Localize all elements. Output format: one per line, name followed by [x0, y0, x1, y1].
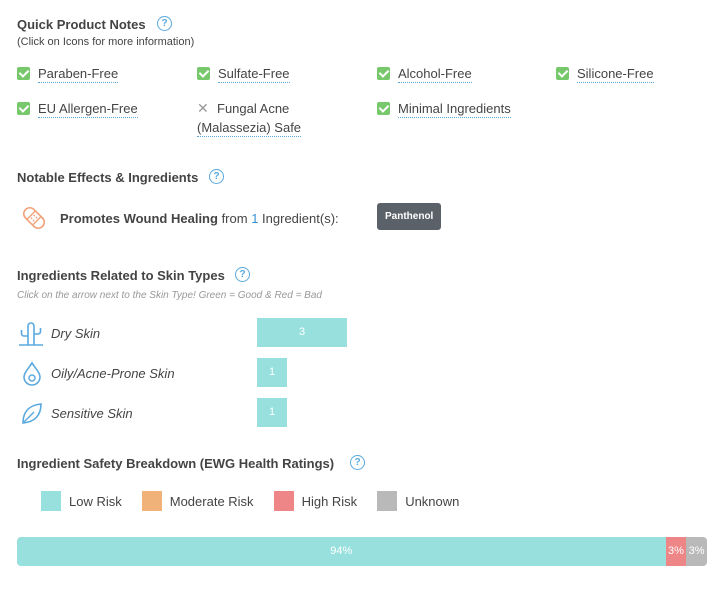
skin-types-help-icon[interactable]: ? [235, 267, 250, 282]
skin-types-title: Ingredients Related to Skin Types [17, 268, 225, 283]
note-silicone-free[interactable]: Silicone-Free [556, 66, 654, 83]
skin-label-sensitive[interactable]: Sensitive Skin [51, 406, 133, 421]
legend-swatch-moderate [141, 491, 162, 511]
note-label: Sulfate-Free [218, 66, 290, 83]
legend-swatch-high [273, 491, 294, 511]
check-icon [17, 67, 30, 80]
note-alcohol-free[interactable]: Alcohol-Free [377, 66, 472, 83]
note-fungal-acne-safe[interactable]: ✕ Fungal Acne (Malassezia) Safe [197, 100, 302, 137]
legend-label-unknown: Unknown [405, 493, 460, 509]
legend-label-moderate: Moderate Risk [169, 493, 254, 509]
safety-help-icon[interactable]: ? [350, 455, 365, 470]
note-label: Alcohol-Free [398, 66, 472, 83]
skin-bar-oily[interactable]: 1 [257, 358, 287, 387]
legend-label-low: Low Risk [69, 493, 122, 509]
safety-segment-unknown[interactable]: 3% [686, 537, 707, 566]
note-label: EU Allergen-Free [38, 101, 138, 118]
effects-help-icon[interactable]: ? [209, 169, 224, 184]
check-icon [377, 67, 390, 80]
bandage-icon [22, 206, 46, 230]
safety-segment-low[interactable]: 94% [17, 537, 666, 566]
ingredient-pill-panthenol[interactable]: Panthenol [377, 203, 442, 230]
quick-notes-help-icon[interactable]: ? [157, 16, 172, 31]
effect-count[interactable]: 1 [251, 211, 259, 226]
legend-swatch-low [41, 491, 61, 511]
check-icon [556, 67, 569, 80]
quick-notes-title: Quick Product Notes [17, 17, 146, 32]
effect-from: from [221, 211, 248, 226]
safety-legend: Low Risk Moderate Risk High Risk Unknown [41, 491, 459, 511]
note-label: Silicone-Free [577, 66, 654, 83]
skin-bar-sensitive[interactable]: 1 [257, 398, 287, 427]
effect-row: Promotes Wound Healing from 1 Ingredient… [60, 211, 339, 226]
cross-icon: ✕ [197, 100, 209, 116]
cactus-icon [19, 322, 43, 346]
check-icon [197, 67, 210, 80]
note-label-line1: Fungal Acne [217, 101, 290, 116]
note-label-line2: (Malassezia) Safe [197, 120, 302, 137]
note-minimal-ingredients[interactable]: Minimal Ingredients [377, 101, 511, 118]
note-sulfate-free[interactable]: Sulfate-Free [197, 66, 290, 83]
note-label: Minimal Ingredients [398, 101, 511, 118]
skin-types-note: Click on the arrow next to the Skin Type… [17, 290, 322, 301]
skin-bar-dry[interactable]: 3 [257, 318, 347, 347]
note-label-group: Fungal Acne (Malassezia) Safe [197, 101, 302, 137]
note-paraben-free[interactable]: Paraben-Free [17, 66, 119, 83]
note-eu-allergen-free[interactable]: EU Allergen-Free [17, 101, 138, 118]
droplet-icon [23, 361, 41, 386]
check-icon [17, 102, 30, 115]
note-label: Paraben-Free [38, 66, 119, 83]
legend-label-high: High Risk [301, 493, 358, 509]
effect-suffix: Ingredient(s): [262, 211, 339, 226]
skin-label-dry[interactable]: Dry Skin [51, 326, 101, 341]
safety-segment-high[interactable]: 3% [665, 537, 687, 566]
safety-bar: 94% 3% 3% [17, 537, 707, 566]
quick-notes-subtitle: (Click on Icons for more information) [17, 36, 195, 48]
safety-title: Ingredient Safety Breakdown (EWG Health … [17, 456, 335, 471]
skin-label-oily[interactable]: Oily/Acne-Prone Skin [51, 366, 175, 381]
effects-title: Notable Effects & Ingredients [17, 170, 199, 185]
legend-swatch-unknown [377, 491, 398, 511]
effect-name: Promotes Wound Healing [60, 211, 218, 226]
leaf-icon [22, 403, 42, 424]
check-icon [377, 102, 390, 115]
